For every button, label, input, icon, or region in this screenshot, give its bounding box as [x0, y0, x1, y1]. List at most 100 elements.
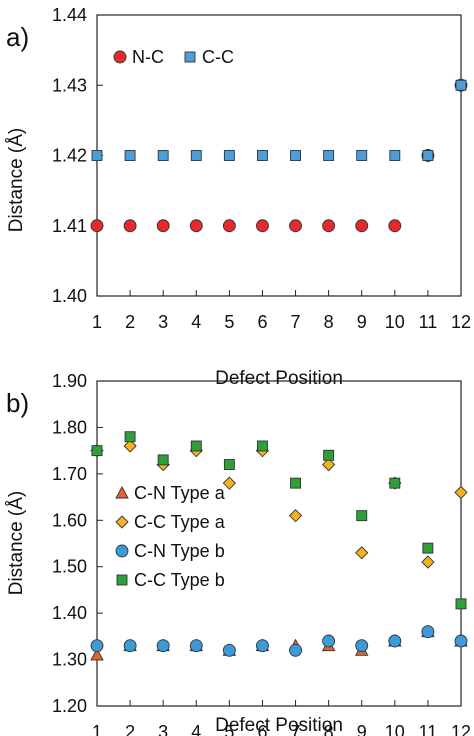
panel-a-ylabel: Distance (Å) [6, 128, 27, 233]
data-point-square-1 [455, 79, 467, 91]
x-tick-label: 11 [419, 312, 438, 332]
legend-marker [115, 486, 129, 499]
panel-b-xlabel: Defect Position [215, 715, 343, 736]
data-point-square-3 [190, 440, 202, 452]
panel-b-label: b) [6, 388, 29, 418]
data-point-circle-2 [123, 639, 137, 653]
y-tick-label: 1.90 [52, 371, 87, 391]
x-tick-label: 9 [357, 722, 367, 736]
data-point-circle-0 [156, 219, 170, 233]
panel-b-yticks: 1.20 1.30 1.40 1.50 1.60 1.70 1.80 1.90 [52, 371, 103, 716]
y-tick-label: 1.20 [52, 696, 87, 716]
y-tick-label: 1.60 [52, 510, 87, 530]
data-point-circle-2 [90, 639, 104, 653]
y-tick-label: 1.80 [52, 417, 87, 437]
data-point-square-1 [190, 150, 202, 161]
data-point-diamond-1 [222, 476, 237, 490]
legend-label: C-C Type a [134, 512, 226, 532]
panel-b: b) Defect Position Distance (Å) 1.20 1.30… [6, 371, 471, 736]
data-point-circle-2 [454, 634, 468, 648]
data-point-square-3 [389, 477, 401, 489]
data-point-circle-2 [289, 643, 302, 657]
y-tick-label: 1.42 [52, 146, 87, 166]
data-point-square-1 [124, 150, 136, 161]
x-tick-label: 2 [125, 312, 135, 332]
data-point-circle-2 [222, 643, 236, 657]
x-tick-label: 12 [451, 312, 471, 332]
panel-b-ylabel: Distance (Å) [6, 491, 27, 596]
data-point-circle-2 [156, 639, 170, 653]
data-point-diamond-1 [288, 509, 303, 523]
panel-b-xticks: 1 2 3 4 5 6 7 8 9 10 11 12 [92, 700, 471, 736]
data-point-circle-2 [322, 634, 336, 648]
data-point-square-1 [257, 150, 268, 161]
data-point-circle-2 [256, 639, 269, 653]
data-point-square-1 [323, 150, 335, 161]
data-point-circle-0 [123, 219, 137, 233]
data-point-square-3 [257, 440, 268, 452]
data-point-circle-0 [388, 219, 402, 233]
x-tick-label: 3 [158, 722, 168, 736]
data-point-circle-0 [256, 219, 269, 233]
data-point-circle-0 [322, 219, 336, 233]
x-tick-label: 2 [125, 722, 135, 736]
data-point-circle-0 [355, 219, 369, 233]
data-point-square-3 [422, 542, 434, 554]
data-point-square-1 [91, 150, 103, 161]
y-tick-label: 1.40 [52, 603, 87, 623]
x-tick-label: 6 [257, 312, 267, 332]
y-tick-label: 1.70 [52, 464, 87, 484]
data-point-square-3 [223, 459, 235, 471]
x-tick-label: 10 [385, 312, 405, 332]
y-tick-label: 1.41 [52, 216, 87, 236]
data-point-square-1 [290, 150, 301, 161]
panel-a-label: a) [6, 22, 29, 52]
x-tick-label: 1 [92, 722, 102, 736]
x-tick-label: 4 [191, 722, 201, 736]
panel-a: a) Defect Position Distance (Å) 1.40 1.41… [6, 5, 471, 389]
legend-marker [184, 51, 196, 63]
legend-label: C-N Type a [134, 483, 226, 503]
data-point-square-3 [356, 510, 368, 522]
x-tick-label: 12 [451, 722, 471, 736]
x-tick-label: 5 [224, 312, 234, 332]
legend-label: C-C Type b [134, 570, 225, 590]
x-tick-label: 6 [257, 722, 267, 736]
legend-marker [115, 544, 129, 558]
data-point-diamond-1 [321, 457, 336, 472]
data-point-square-1 [389, 150, 401, 161]
y-tick-label: 1.44 [52, 5, 87, 25]
y-tick-label: 1.30 [52, 650, 87, 670]
data-point-circle-2 [421, 625, 435, 639]
data-point-diamond-1 [454, 485, 468, 500]
legend-marker [116, 574, 128, 586]
x-tick-label: 1 [92, 312, 102, 332]
y-tick-label: 1.40 [52, 286, 87, 306]
panel-a-xticks: 1 2 3 4 5 6 7 8 9 10 11 12 [92, 290, 471, 332]
data-point-square-1 [157, 150, 169, 161]
x-tick-label: 10 [385, 722, 405, 736]
data-point-square-3 [455, 598, 467, 610]
x-tick-label: 9 [357, 312, 367, 332]
x-tick-label: 7 [291, 722, 301, 736]
data-point-square-3 [157, 454, 169, 466]
data-point-square-3 [323, 449, 335, 461]
panel-a-yticks: 1.40 1.41 1.42 1.43 1.44 [52, 5, 103, 306]
x-tick-label: 11 [419, 722, 438, 736]
data-point-diamond-1 [355, 546, 369, 560]
panel-b-plot-frame [96, 380, 462, 707]
x-tick-label: 7 [291, 312, 301, 332]
x-tick-label: 5 [224, 722, 234, 736]
panel-a-points [90, 78, 468, 233]
x-tick-label: 4 [191, 312, 201, 332]
data-point-square-3 [91, 445, 103, 457]
panel-b-points [90, 431, 468, 661]
data-point-square-1 [422, 150, 434, 161]
data-point-square-3 [290, 477, 301, 489]
legend-label: N-C [132, 47, 164, 67]
data-point-circle-2 [355, 639, 369, 653]
data-point-circle-0 [90, 219, 104, 233]
data-point-circle-0 [289, 219, 302, 233]
data-point-square-1 [356, 150, 368, 161]
